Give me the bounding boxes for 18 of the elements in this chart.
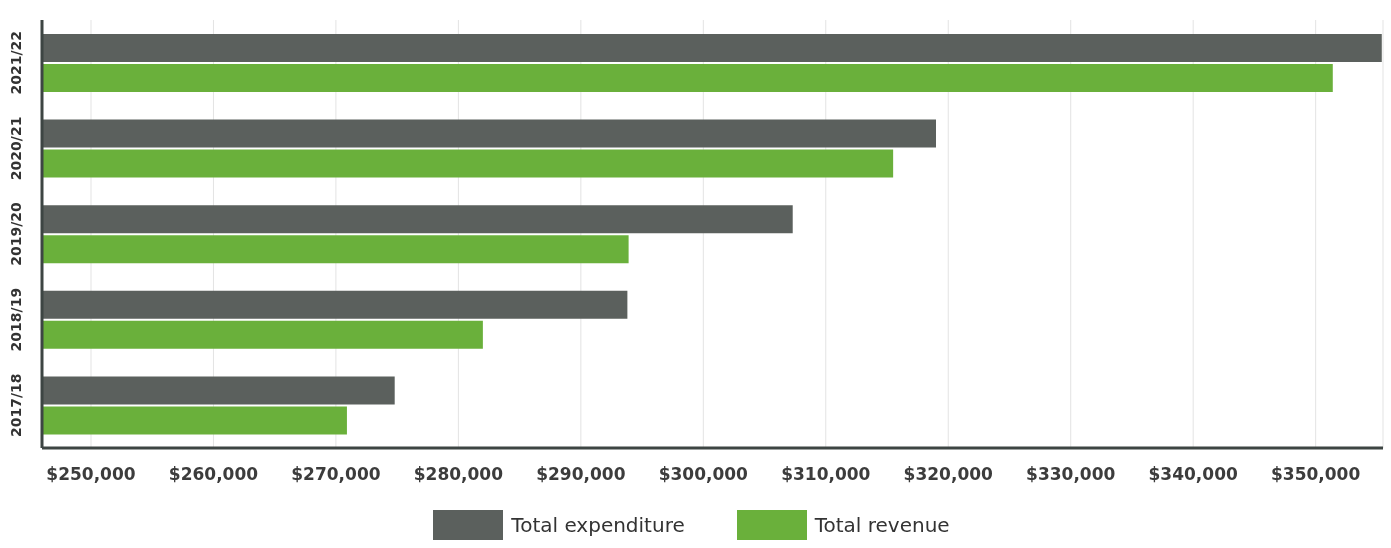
x-tick-label: $270,000: [291, 464, 381, 485]
legend-label: Total revenue: [814, 513, 950, 537]
y-tick-label: 2019/20: [8, 201, 24, 266]
x-tick-label: $340,000: [1148, 464, 1238, 485]
x-tick-label: $250,000: [46, 464, 136, 485]
x-tick-label: $320,000: [903, 464, 994, 485]
x-tick-label: $310,000: [781, 464, 871, 485]
y-tick-label: 2021/22: [8, 31, 24, 95]
x-tick-label: $330,000: [1026, 464, 1116, 485]
y-tick-label: 2018/19: [8, 287, 24, 352]
x-tick-label: $290,000: [536, 464, 626, 485]
x-tick-label: $280,000: [413, 464, 504, 485]
legend-label: Total expenditure: [511, 513, 685, 537]
y-tick-label: 2020/21: [8, 116, 24, 181]
x-tick-label: $300,000: [658, 464, 749, 485]
x-tick-label: $350,000: [1271, 464, 1361, 485]
y-tick-label: 2017/18: [8, 373, 24, 437]
x-tick-label: $260,000: [168, 464, 259, 485]
